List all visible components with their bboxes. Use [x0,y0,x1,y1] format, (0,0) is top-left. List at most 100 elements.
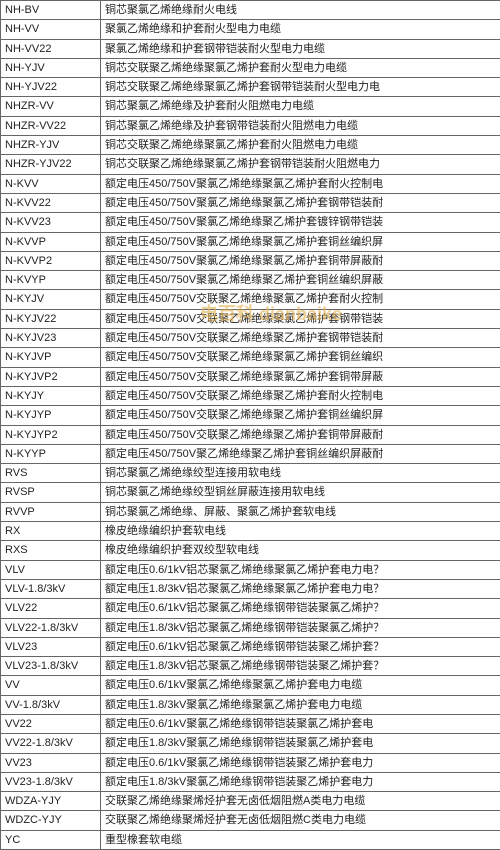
table-row: N-KYJVP2额定电压450/750V交联聚乙烯绝缘聚氯乙烯护套铜带屏蔽 [1,367,500,386]
table-row: VLV22-1.8/3kV额定电压1.8/3kV铝芯聚氯乙烯绝缘钢带铠装聚氯乙烯… [1,618,500,637]
cable-desc-cell: 铜芯聚氯乙烯绝缘及护套钢带铠装耐火阻燃电力电缆 [101,116,500,135]
cable-desc-cell: 铜芯聚氯乙烯绝缘、屏蔽、聚氯乙烯护套软电线 [101,502,500,521]
cable-code-cell: N-KYJYP [1,406,101,425]
cable-desc-cell: 额定电压450/750V交联聚乙烯绝缘聚氯乙烯护套耐火控制 [101,290,500,309]
cable-desc-cell: 额定电压450/750V聚氯乙烯绝缘聚氯乙烯护套铜带屏蔽耐 [101,251,500,270]
cable-code-cell: NH-YJV [1,58,101,77]
cable-desc-cell: 额定电压1.8/3kV铝芯聚氯乙烯绝缘聚氯乙烯护套电力电？ [101,579,500,598]
cable-desc-cell: 额定电压450/750V聚氯乙烯绝缘聚乙烯护套镀锌钢带铠装 [101,213,500,232]
table-row: VV22-1.8/3kV额定电压1.8/3kV聚氯乙烯绝缘钢带铠装聚氯乙烯护套电 [1,734,500,753]
cable-code-cell: VV22-1.8/3kV [1,734,101,753]
cable-code-cell: VLV22 [1,599,101,618]
cable-code-cell: N-KVV [1,174,101,193]
cable-code-cell: N-KYJV23 [1,329,101,348]
cable-desc-cell: 额定电压450/750V交联聚乙烯绝缘聚乙烯护套钢带铠装耐 [101,329,500,348]
cable-code-cell: VV [1,676,101,695]
cable-code-cell: NHZR-YJV22 [1,155,101,174]
table-row: VV23额定电压0.6/1kV聚氯乙烯绝缘钢带铠装聚乙烯护套电力 [1,753,500,772]
cable-code-cell: YC [1,830,101,849]
table-row: N-KYJV23额定电压450/750V交联聚乙烯绝缘聚乙烯护套钢带铠装耐 [1,329,500,348]
table-row: VLV22额定电压0.6/1kV铝芯聚氯乙烯绝缘钢带铠装聚氯乙烯护？ [1,599,500,618]
cable-code-cell: VLV23 [1,637,101,656]
table-row: RVSP铜芯聚氯乙烯绝缘绞型铜丝屏蔽连接用软电线 [1,483,500,502]
table-row: N-KVVP额定电压450/750V聚氯乙烯绝缘聚氯乙烯护套铜丝编织屏 [1,232,500,251]
cable-desc-cell: 额定电压0.6/1kV聚氯乙烯绝缘钢带铠装聚乙烯护套电力 [101,753,500,772]
table-row: NH-BV铜芯聚氯乙烯绝缘耐火电线 [1,1,500,20]
cable-code-cell: RVVP [1,502,101,521]
table-row: NHZR-YJV22铜芯交联聚乙烯绝缘聚氯乙烯护套钢带铠装耐火阻燃电力 [1,155,500,174]
table-row: RX橡皮绝缘编织护套软电线 [1,522,500,541]
cable-code-cell: RX [1,522,101,541]
cable-spec-table: NH-BV铜芯聚氯乙烯绝缘耐火电线NH-VV聚氯乙烯绝缘和护套耐火型电力电缆NH… [0,0,500,850]
cable-desc-cell: 铜芯聚氯乙烯绝缘绞型连接用软电线 [101,464,500,483]
cable-code-cell: N-KVVP [1,232,101,251]
cable-code-cell: N-KYJV22 [1,309,101,328]
cable-desc-cell: 额定电压0.6/1kV铝芯聚氯乙烯绝缘聚氯乙烯护套电力电？ [101,560,500,579]
cable-desc-cell: 额定电压1.8/3kV聚氯乙烯绝缘钢带铠装聚氯乙烯护套电 [101,734,500,753]
table-row: VV22额定电压0.6/1kV聚氯乙烯绝缘钢带铠装聚氯乙烯护套电 [1,714,500,733]
cable-desc-cell: 橡皮绝缘编织护套软电线 [101,522,500,541]
cable-desc-cell: 铜芯聚氯乙烯绝缘绞型铜丝屏蔽连接用软电线 [101,483,500,502]
table-row: N-KYJYP额定电压450/750V交联聚乙烯绝缘聚乙烯护套铜丝编织屏 [1,406,500,425]
table-row: N-KVV23额定电压450/750V聚氯乙烯绝缘聚乙烯护套镀锌钢带铠装 [1,213,500,232]
table-row: RXS橡皮绝缘编织护套双绞型软电线 [1,541,500,560]
table-row: VLV额定电压0.6/1kV铝芯聚氯乙烯绝缘聚氯乙烯护套电力电？ [1,560,500,579]
table-row: N-KYJY额定电压450/750V交联聚乙烯绝缘聚乙烯护套耐火控制电 [1,386,500,405]
cable-desc-cell: 额定电压0.6/1kV铝芯聚氯乙烯绝缘钢带铠装聚乙烯护套？ [101,637,500,656]
cable-code-cell: N-KYJVP2 [1,367,101,386]
cable-code-cell: NH-BV [1,1,101,20]
table-row: VLV23额定电压0.6/1kV铝芯聚氯乙烯绝缘钢带铠装聚乙烯护套？ [1,637,500,656]
cable-desc-cell: 额定电压0.6/1kV聚氯乙烯绝缘钢带铠装聚氯乙烯护套电 [101,714,500,733]
table-row: NH-VV22聚氯乙烯绝缘和护套钢带铠装耐火型电力电缆 [1,39,500,58]
cable-code-cell: WDZA-YJY [1,792,101,811]
cable-desc-cell: 额定电压1.8/3kV铝芯聚氯乙烯绝缘钢带铠装聚乙烯护套？ [101,657,500,676]
cable-code-cell: NHZR-YJV [1,136,101,155]
cable-code-cell: N-KVYP [1,271,101,290]
table-row: VV-1.8/3kV额定电压1.8/3kV聚氯乙烯绝缘聚氯乙烯护套电力电缆 [1,695,500,714]
cable-desc-cell: 额定电压450/750V交联聚乙烯绝缘聚氯乙烯护套钢带铠装 [101,309,500,328]
table-row: NH-YJV22铜芯交联聚乙烯绝缘聚氯乙烯护套钢带铠装耐火型电力电 [1,78,500,97]
cable-code-cell: VV23 [1,753,101,772]
cable-code-cell: VLV23-1.8/3kV [1,657,101,676]
table-row: NHZR-YJV铜芯交联聚乙烯绝缘聚氯乙烯护套耐火阻燃电力电缆 [1,136,500,155]
cable-code-cell: VLV-1.8/3kV [1,579,101,598]
table-row: NH-YJV铜芯交联聚乙烯绝缘聚氯乙烯护套耐火型电力电缆 [1,58,500,77]
cable-code-cell: RVSP [1,483,101,502]
table-row: NH-VV聚氯乙烯绝缘和护套耐火型电力电缆 [1,20,500,39]
cable-desc-cell: 铜芯交联聚乙烯绝缘聚氯乙烯护套钢带铠装耐火阻燃电力 [101,155,500,174]
table-row: VLV-1.8/3kV额定电压1.8/3kV铝芯聚氯乙烯绝缘聚氯乙烯护套电力电？ [1,579,500,598]
cable-code-cell: VV22 [1,714,101,733]
cable-desc-cell: 额定电压450/750V交联聚乙烯绝缘聚氯乙烯护套铜带屏蔽 [101,367,500,386]
cable-code-cell: RVS [1,464,101,483]
cable-code-cell: N-KYJV [1,290,101,309]
table-row: N-KYJV22额定电压450/750V交联聚乙烯绝缘聚氯乙烯护套钢带铠装 [1,309,500,328]
cable-desc-cell: 额定电压1.8/3kV铝芯聚氯乙烯绝缘钢带铠装聚氯乙烯护？ [101,618,500,637]
cable-desc-cell: 额定电压1.8/3kV聚氯乙烯绝缘钢带铠装聚乙烯护套电力 [101,772,500,791]
table-row: N-KVYP额定电压450/750V聚氯乙烯绝缘聚乙烯护套铜丝编织屏蔽 [1,271,500,290]
cable-desc-cell: 额定电压450/750V聚氯乙烯绝缘聚氯乙烯护套耐火控制电 [101,174,500,193]
cable-code-cell: N-KYJVP [1,348,101,367]
table-row: WDZC-YJY交联聚乙烯绝缘聚烯烃护套无卤低烟阻燃C类电力电缆 [1,811,500,830]
table-row: VLV23-1.8/3kV额定电压1.8/3kV铝芯聚氯乙烯绝缘钢带铠装聚乙烯护… [1,657,500,676]
cable-desc-cell: 铜芯交联聚乙烯绝缘聚氯乙烯护套耐火型电力电缆 [101,58,500,77]
cable-desc-cell: 交联聚乙烯绝缘聚烯烃护套无卤低烟阻燃A类电力电缆 [101,792,500,811]
cable-desc-cell: 交联聚乙烯绝缘聚烯烃护套无卤低烟阻燃C类电力电缆 [101,811,500,830]
cable-desc-cell: 橡皮绝缘编织护套双绞型软电线 [101,541,500,560]
cable-code-cell: N-KYJY [1,386,101,405]
cable-desc-cell: 额定电压0.6/1kV铝芯聚氯乙烯绝缘钢带铠装聚氯乙烯护？ [101,599,500,618]
table-row: N-KYJYP2额定电压450/750V交联聚乙烯绝缘聚乙烯护套铜带屏蔽耐 [1,425,500,444]
cable-desc-cell: 额定电压450/750V交联聚乙烯绝缘聚乙烯护套铜丝编织屏 [101,406,500,425]
table-row: N-KVV22额定电压450/750V聚氯乙烯绝缘聚氯乙烯护套钢带铠装耐 [1,193,500,212]
cable-desc-cell: 铜芯交联聚乙烯绝缘聚氯乙烯护套耐火阻燃电力电缆 [101,136,500,155]
cable-code-cell: VV-1.8/3kV [1,695,101,714]
cable-code-cell: N-KVVP2 [1,251,101,270]
table-row: YC重型橡套软电缆 [1,830,500,849]
cable-desc-cell: 聚氯乙烯绝缘和护套耐火型电力电缆 [101,20,500,39]
cable-code-cell: NHZR-VV [1,97,101,116]
cable-desc-cell: 额定电压450/750V聚乙烯绝缘聚乙烯护套铜丝编织屏蔽耐 [101,444,500,463]
table-row: RVVP铜芯聚氯乙烯绝缘、屏蔽、聚氯乙烯护套软电线 [1,502,500,521]
cable-desc-cell: 额定电压1.8/3kV聚氯乙烯绝缘聚氯乙烯护套电力电缆 [101,695,500,714]
cable-desc-cell: 额定电压450/750V交联聚乙烯绝缘聚乙烯护套铜带屏蔽耐 [101,425,500,444]
cable-desc-cell: 聚氯乙烯绝缘和护套钢带铠装耐火型电力电缆 [101,39,500,58]
cable-code-cell: VLV22-1.8/3kV [1,618,101,637]
